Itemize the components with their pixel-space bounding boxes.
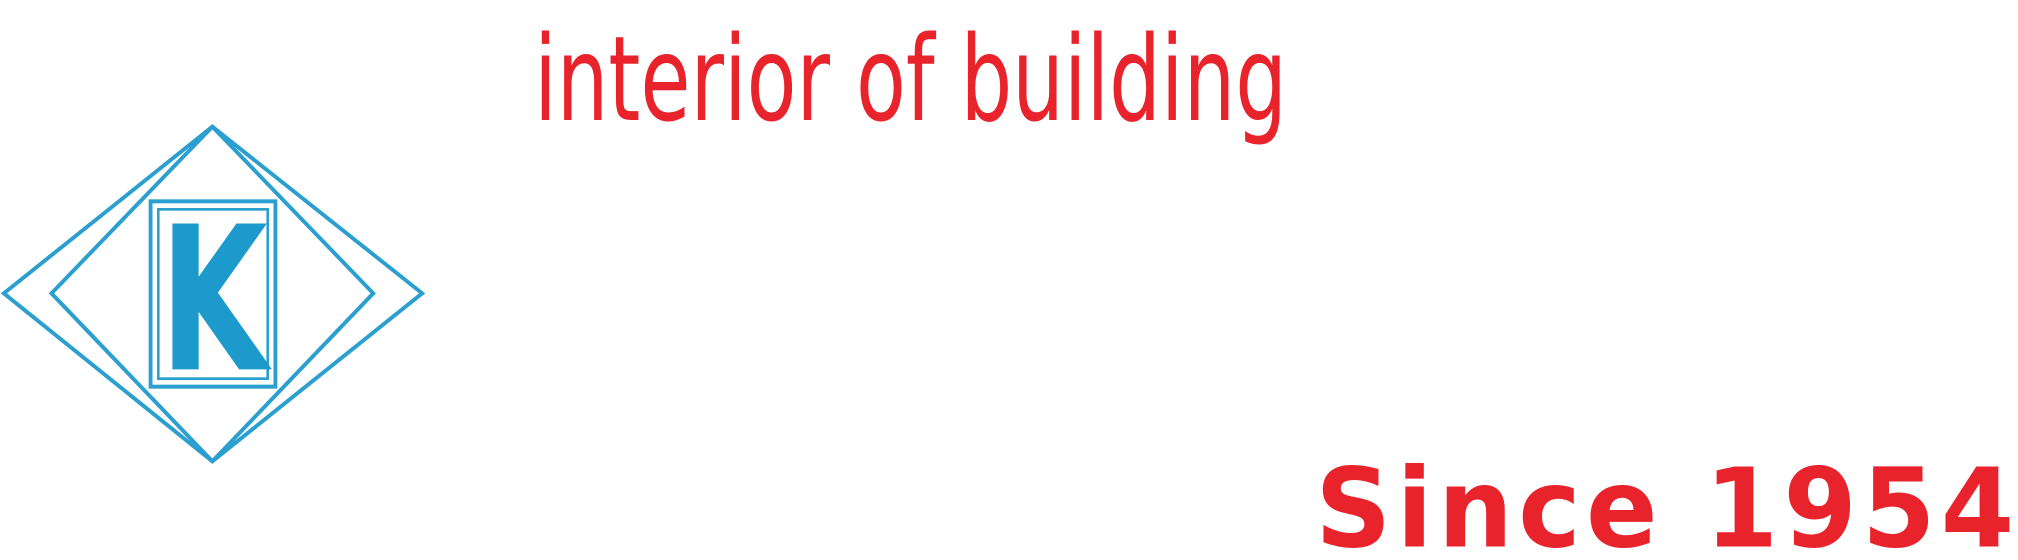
tagline: interior of building [534,12,1287,148]
since-year: Since 1954 [1315,446,2014,560]
logo-outer-diamond [0,124,426,464]
logo-letter: K [160,185,273,417]
logo: K [0,124,426,464]
logo-right-facet [210,125,376,463]
logo-outer-square [148,199,278,389]
logo-left-facet [48,125,214,463]
logo-inner-square [157,208,269,380]
